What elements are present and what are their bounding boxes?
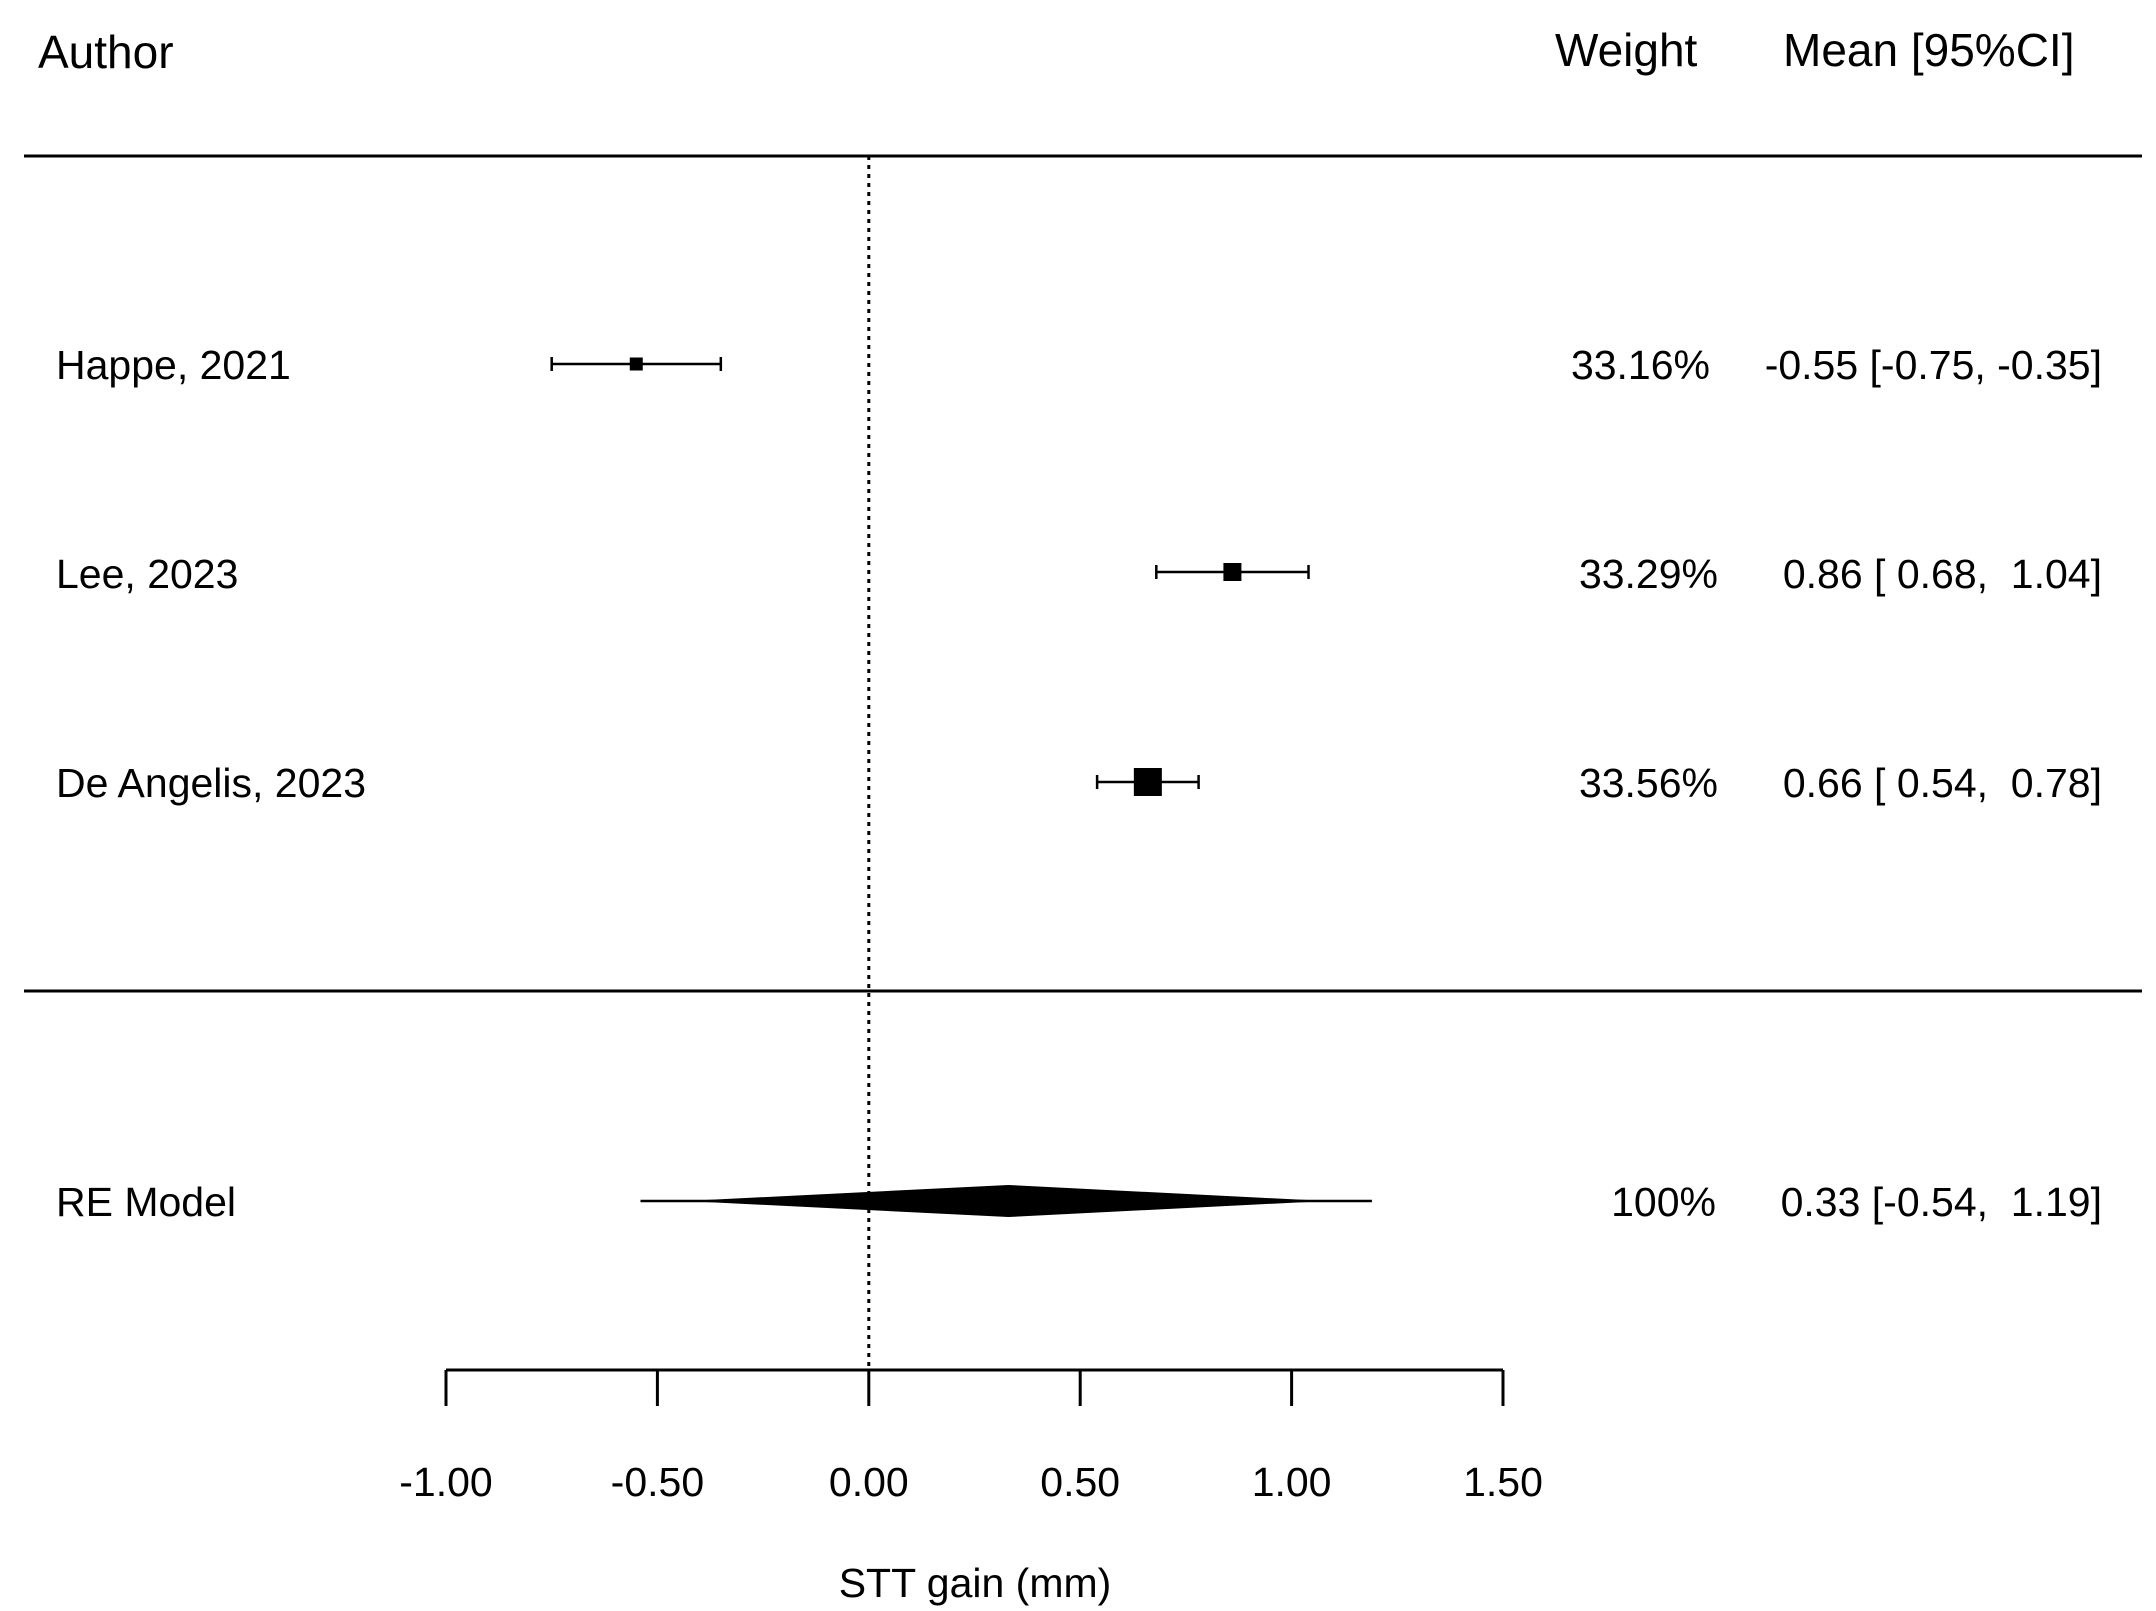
study-row: Happe, 2021 33.16% -0.55 [-0.75, -0.35]	[56, 342, 2102, 388]
header-mean-ci: Mean [95%CI]	[1783, 24, 2074, 76]
summary-row: RE Model 100% 0.33 [-0.54, 1.19]	[56, 1179, 2102, 1225]
x-tick-label: -1.00	[399, 1459, 492, 1505]
x-tick-label: -0.50	[611, 1459, 704, 1505]
study-row: Lee, 2023 33.29% 0.86 [ 0.68, 1.04]	[56, 551, 2102, 597]
study-author: Happe, 2021	[56, 342, 291, 388]
study-mean-ci: 0.66 [ 0.54, 0.78]	[1783, 760, 2102, 806]
x-tick-label: 1.00	[1252, 1459, 1332, 1505]
study-weight: 33.16%	[1571, 342, 1710, 388]
x-axis-title: STT gain (mm)	[839, 1560, 1112, 1606]
summary-weight: 100%	[1611, 1179, 1716, 1225]
study-mean-ci: 0.86 [ 0.68, 1.04]	[1783, 551, 2102, 597]
x-tick-label: 0.50	[1040, 1459, 1120, 1505]
study-mean-ci: -0.55 [-0.75, -0.35]	[1765, 342, 2102, 388]
x-tick-label: 1.50	[1463, 1459, 1543, 1505]
study-point-estimate	[1133, 768, 1162, 796]
study-weight: 33.29%	[1579, 551, 1718, 597]
study-weight: 33.56%	[1579, 760, 1718, 806]
study-row: De Angelis, 2023 33.56% 0.66 [ 0.54, 0.7…	[56, 760, 2102, 806]
study-author: De Angelis, 2023	[56, 760, 366, 806]
header-weight: Weight	[1555, 24, 1698, 76]
header-author: Author	[38, 26, 174, 78]
summary-diamond	[685, 1185, 1327, 1217]
summary-mean-ci: 0.33 [-0.54, 1.19]	[1781, 1179, 2102, 1225]
study-author: Lee, 2023	[56, 551, 238, 597]
x-axis: -1.00 -0.50 0.00 0.50 1.00 1.50 STT gain (mm)	[399, 1368, 1543, 1606]
study-point-estimate	[629, 357, 643, 371]
x-tick-label: 0.00	[829, 1459, 909, 1505]
study-point-estimate	[1223, 563, 1242, 581]
summary-label: RE Model	[56, 1179, 236, 1225]
